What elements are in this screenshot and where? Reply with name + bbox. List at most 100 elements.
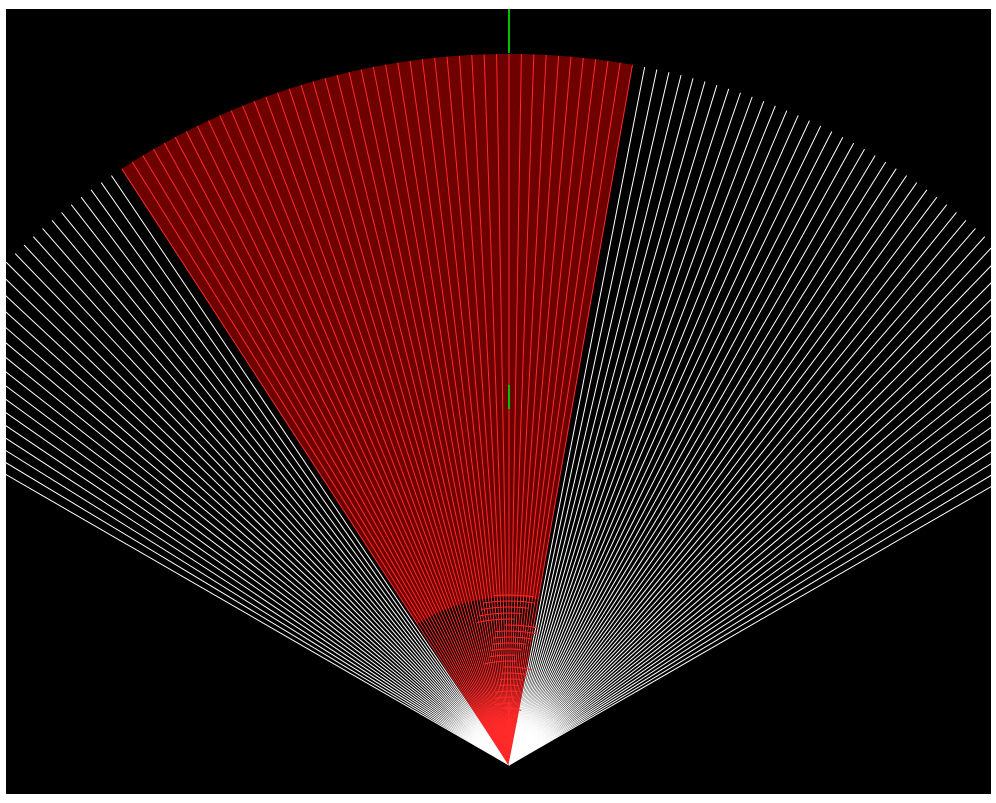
ray [508, 414, 991, 766]
ray [6, 261, 510, 766]
ray-fan-svg [6, 9, 991, 794]
ray [51, 220, 510, 766]
ray [508, 298, 991, 766]
ray [508, 189, 928, 766]
near-field-return-arc [478, 612, 522, 617]
ray [508, 282, 991, 766]
ray [508, 451, 991, 766]
ray [6, 371, 510, 766]
ray-hit [508, 60, 609, 766]
ray [508, 486, 991, 766]
ray [508, 228, 976, 766]
ray [508, 161, 887, 766]
ray-hit [434, 57, 510, 766]
ray-hit [153, 149, 510, 766]
ray-hit [508, 55, 560, 766]
near-field-return-arc [504, 624, 539, 629]
ray-hit [385, 64, 510, 766]
visualization-canvas [6, 9, 991, 794]
ray [508, 125, 822, 766]
ray [508, 115, 799, 766]
ray [508, 196, 938, 766]
ray-hit [421, 59, 510, 766]
ray [508, 96, 753, 766]
ray [6, 327, 510, 766]
ray [508, 92, 741, 766]
ray [42, 228, 510, 766]
ray [508, 84, 718, 766]
ray-hit [174, 136, 510, 766]
ray [508, 78, 694, 766]
ray [6, 311, 510, 766]
ray [6, 385, 510, 766]
ray-hit [483, 54, 510, 766]
near-field-return-arc [480, 606, 528, 611]
ray [508, 69, 658, 766]
ray [61, 212, 510, 766]
ray [508, 314, 991, 766]
ray [508, 149, 865, 766]
ray-hit [508, 62, 621, 766]
ray-hit [185, 131, 510, 766]
ray [6, 357, 510, 766]
hit-region-fill [121, 54, 633, 625]
ray-hit [372, 66, 510, 766]
ray [23, 244, 510, 766]
ray-hit [219, 115, 510, 766]
ray-hit [348, 72, 510, 766]
ray-hit [121, 168, 510, 766]
ray [508, 74, 682, 766]
ray-hit [163, 142, 510, 766]
ray [508, 426, 991, 766]
ray [6, 462, 510, 766]
ray [110, 175, 510, 766]
ray-hit [312, 81, 510, 766]
ray [508, 439, 991, 766]
ray [6, 295, 510, 766]
ray [508, 168, 897, 766]
ray-hit [508, 54, 547, 766]
ray [80, 196, 510, 766]
ray-lines [6, 54, 991, 766]
ray-hit [336, 74, 510, 766]
ray-hit [265, 96, 510, 766]
ray [508, 204, 948, 766]
ray [508, 374, 991, 766]
ray [508, 345, 991, 766]
near-field-return-arc [499, 684, 519, 687]
ray-hit [230, 110, 510, 766]
ray [6, 398, 510, 766]
near-field-return-arc [477, 618, 515, 624]
ray-hit [196, 125, 510, 766]
ray [508, 110, 788, 766]
ray-hit [360, 69, 510, 766]
ray [508, 72, 670, 766]
ray [508, 131, 833, 766]
ray-hit [277, 92, 510, 766]
ray-hit [496, 54, 510, 766]
near-field-return-arc [503, 720, 518, 723]
ray-hit [131, 161, 510, 766]
ray-hit [508, 54, 522, 766]
near-field-return-arc [501, 672, 528, 676]
ray [508, 66, 646, 766]
ray-hit [324, 78, 510, 766]
near-field-return-arc [494, 696, 516, 699]
near-field-return-arc [493, 594, 535, 598]
ray [508, 105, 776, 766]
ray-hit [508, 56, 572, 766]
near-field-return-arc [503, 666, 533, 671]
ray [508, 136, 844, 766]
ray-hit [300, 84, 510, 766]
ray-hit [508, 57, 584, 766]
ray [508, 155, 876, 766]
near-field-returns [477, 594, 539, 746]
near-field-return-arc [483, 660, 517, 665]
ray [508, 359, 991, 766]
ray [6, 425, 510, 766]
ray [508, 401, 991, 766]
ray [508, 247, 991, 766]
ray-hit [242, 105, 510, 766]
ray [508, 101, 765, 766]
ray [508, 175, 908, 766]
